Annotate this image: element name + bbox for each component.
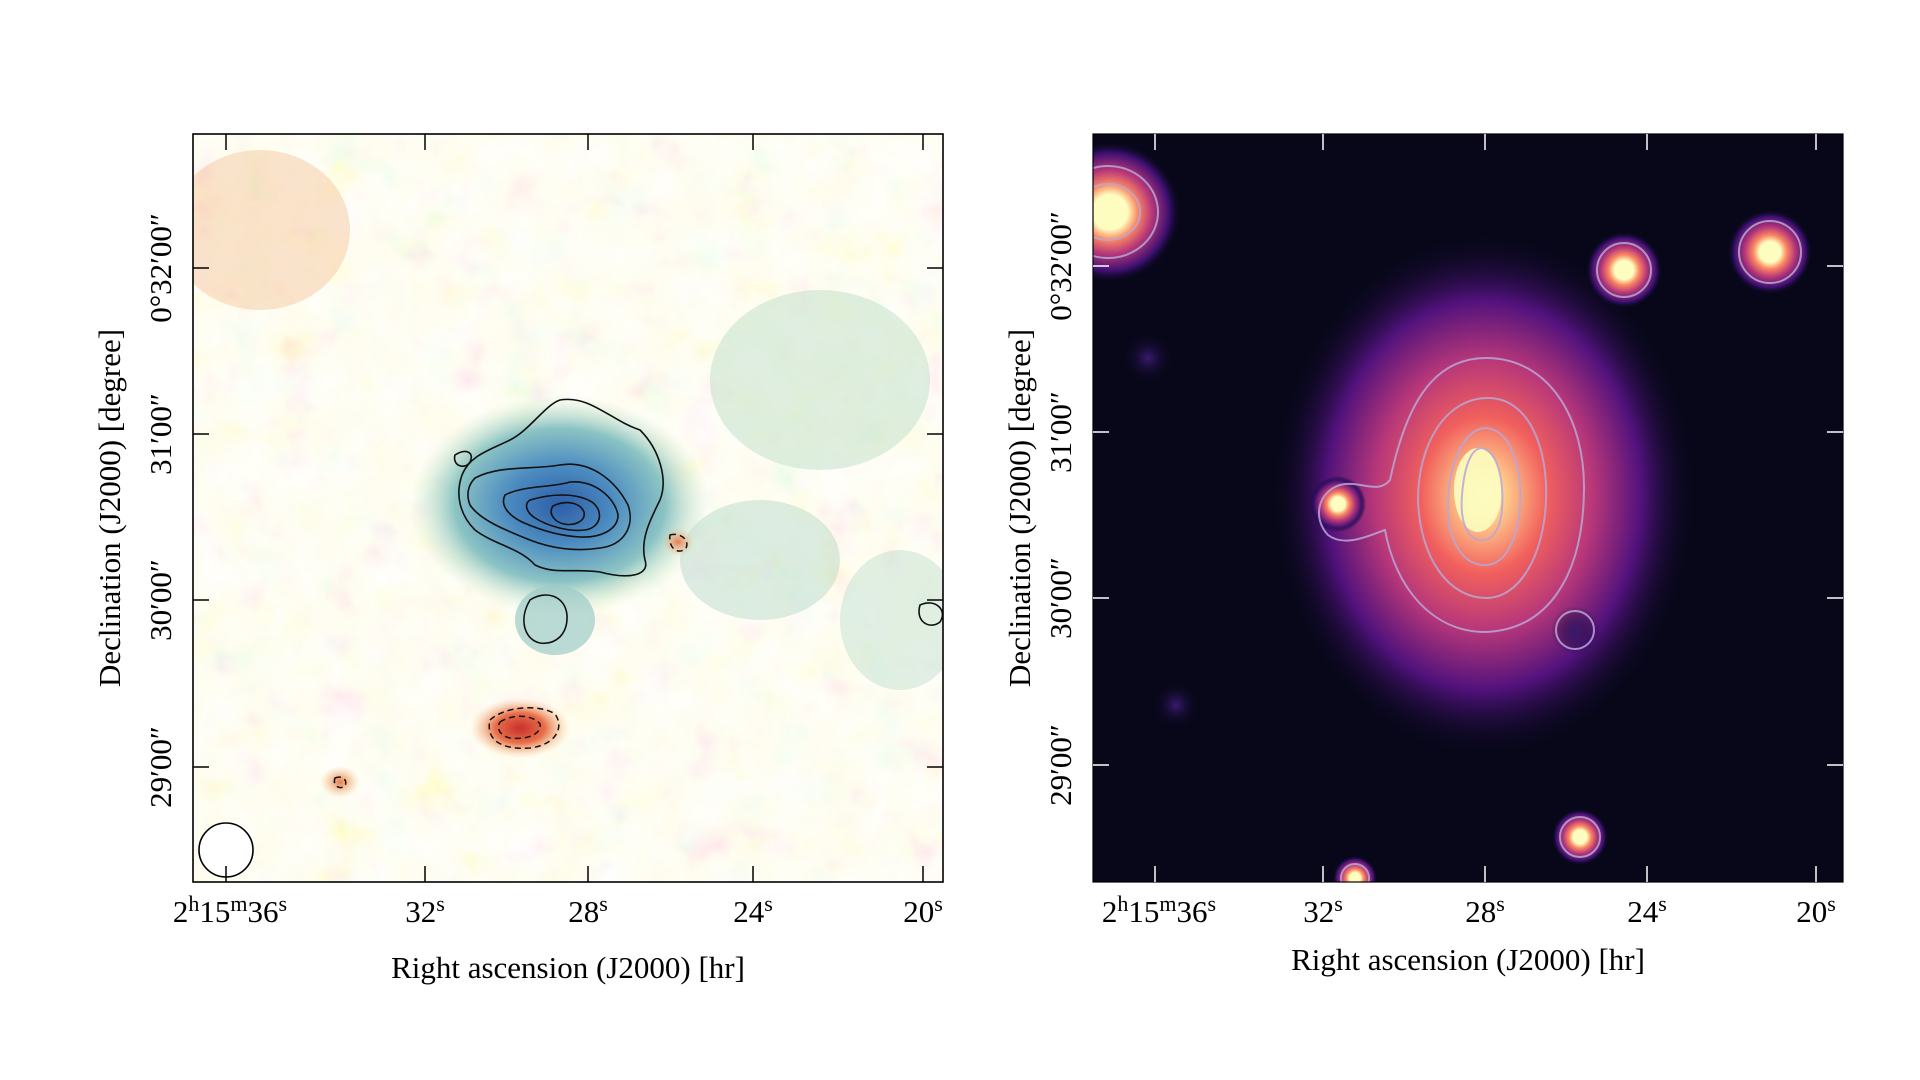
x-tick-label: 24s <box>1627 891 1667 929</box>
left-map-patch <box>680 500 840 620</box>
y-tick-label: 31′00″ <box>1043 391 1078 473</box>
left-decrement-small <box>320 766 360 798</box>
x-tick-label: 20s <box>1796 891 1836 929</box>
contour <box>669 533 688 552</box>
right-xlabel: Right ascension (J2000) [hr] <box>1291 942 1645 977</box>
faint-source <box>1124 334 1172 382</box>
contour <box>467 463 631 551</box>
y-tick-label: 30′00″ <box>1043 557 1078 639</box>
contour <box>333 776 347 789</box>
y-tick-label: 31′00″ <box>143 393 178 475</box>
contour <box>488 707 560 750</box>
x-tick-label: 32s <box>405 891 445 929</box>
x-tick-label: 32s <box>1303 891 1343 929</box>
left-negative-contours <box>333 533 688 789</box>
left-decrement-small <box>662 528 694 556</box>
left-xlabel: Right ascension (J2000) [hr] <box>391 950 745 985</box>
contour <box>525 494 601 532</box>
left-map-patch <box>193 150 350 310</box>
point-source <box>1551 606 1599 654</box>
right-contours <box>1093 165 1802 882</box>
contour <box>502 481 619 538</box>
left-central-source <box>410 395 710 615</box>
right-frame <box>1092 133 1844 883</box>
y-tick-label: 29′00″ <box>143 726 178 808</box>
contour <box>453 450 473 467</box>
contour <box>1093 183 1141 241</box>
contour <box>1559 816 1601 858</box>
contour <box>1340 863 1370 882</box>
x-tick-label: 20s <box>903 891 943 929</box>
point-source <box>1310 476 1366 532</box>
contour <box>458 398 664 577</box>
x-tick-label: 2h15m36s <box>173 891 287 929</box>
contour <box>1446 426 1522 567</box>
left-ylabel: Declination (J2000) [degree] <box>92 329 127 687</box>
contour <box>1460 446 1504 542</box>
faint-source <box>1154 683 1198 727</box>
left-frame <box>192 133 944 883</box>
axis-ticks: 2h15m36s 32s 28s 24s 20s 29′00″ 30′00″ 31′00″ 0°… <box>143 134 1843 929</box>
point-source <box>1333 856 1377 882</box>
x-tick-label: 24s <box>733 891 773 929</box>
left-secondary-source <box>515 585 595 655</box>
y-tick-label: 0°32′00″ <box>143 213 178 323</box>
left-map <box>193 134 943 882</box>
right-ylabel: Declination (J2000) [degree] <box>1002 329 1037 687</box>
contour <box>523 594 568 644</box>
x-tick-label: 2h15m36s <box>1102 891 1216 929</box>
contour <box>1596 242 1652 298</box>
y-tick-label: 30′00″ <box>143 559 178 641</box>
contour <box>550 501 585 526</box>
point-source <box>1093 142 1180 282</box>
x-tick-label: 28s <box>1465 891 1505 929</box>
contour <box>497 715 541 740</box>
contour <box>918 602 943 626</box>
right-map <box>1093 134 1843 882</box>
left-map-patch <box>710 290 930 470</box>
left-positive-contours <box>453 398 943 644</box>
contour <box>1738 220 1802 284</box>
left-map-patch <box>840 550 943 690</box>
left-decrement <box>470 698 570 758</box>
contour <box>1416 396 1548 600</box>
y-tick-label: 29′00″ <box>1043 724 1078 806</box>
contour <box>1555 610 1595 650</box>
contour <box>1093 165 1159 259</box>
point-source <box>1728 210 1812 294</box>
y-tick-label: 0°32′00″ <box>1043 211 1078 321</box>
contour <box>1318 356 1586 634</box>
x-tick-label: 28s <box>568 891 608 929</box>
